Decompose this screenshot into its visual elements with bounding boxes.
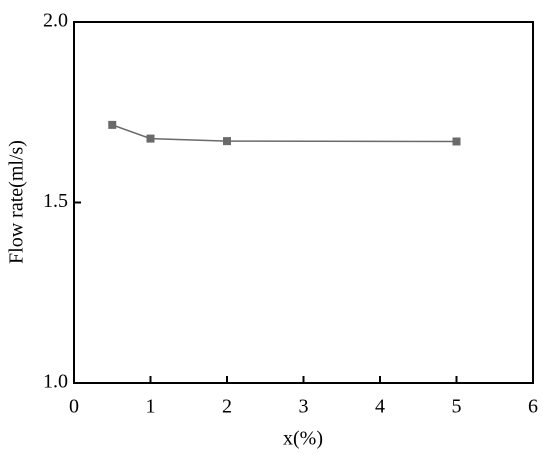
x-tick-label: 2 — [222, 396, 232, 418]
data-point — [223, 137, 231, 146]
data-line — [111, 124, 457, 143]
y-tick-label: 1.5 — [43, 190, 68, 212]
x-tick-label: 6 — [528, 396, 538, 418]
x-tick-label: 4 — [375, 396, 385, 418]
data-point — [108, 120, 117, 129]
data-point — [452, 137, 461, 146]
x-tick-label: 5 — [452, 396, 462, 418]
y-axis-label: Flow rate(ml/s) — [6, 140, 28, 264]
x-axis-label: x(%) — [283, 428, 323, 450]
x-tick-label: 3 — [299, 396, 309, 418]
data-point — [146, 134, 155, 143]
y-tick-label: 2.0 — [43, 10, 68, 32]
y-tick-label: 1.0 — [43, 371, 68, 393]
plot-frame — [73, 21, 534, 384]
x-tick-label: 0 — [69, 396, 79, 418]
x-tick-label: 1 — [146, 396, 156, 418]
